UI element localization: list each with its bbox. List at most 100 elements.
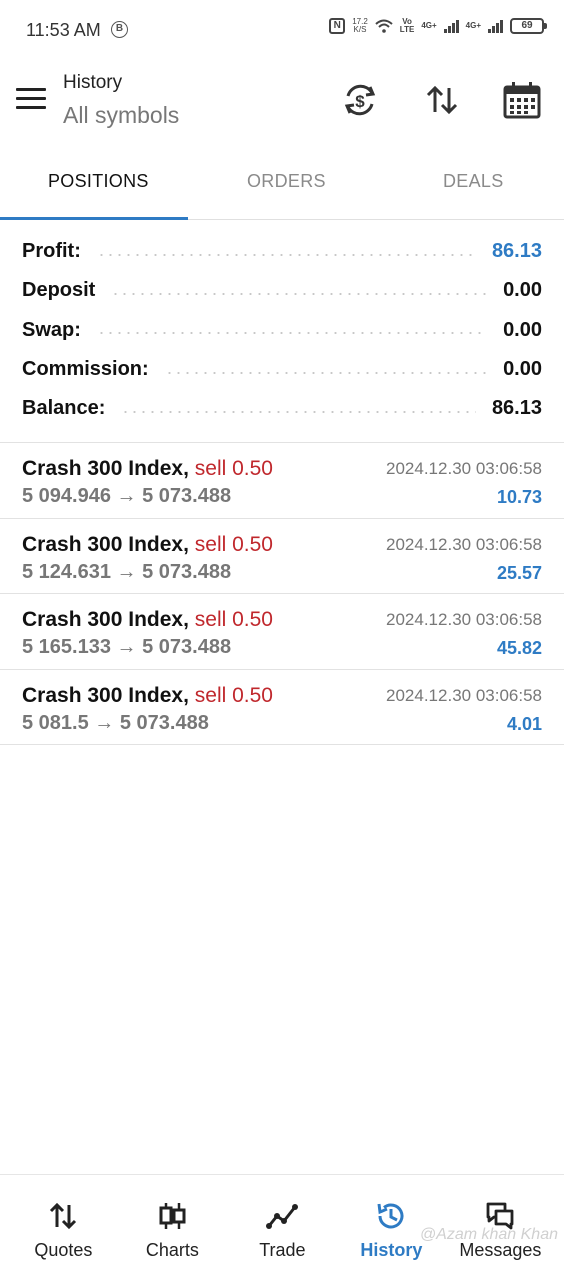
deals-list: Crash 300 Index, sell 0.50 5 094.946 → 5… (0, 442, 564, 745)
deal-type: sell 0.50 (194, 457, 273, 480)
deal-time: 2024.12.30 03:06:58 (386, 459, 542, 478)
network-type-2: 4G+ (465, 21, 481, 30)
network-speed: 17.2 K/S (352, 18, 368, 34)
balance-label: Balance: (22, 397, 106, 420)
list-item[interactable]: Crash 300 Index, sell 0.50 5 081.5 → 5 0… (0, 670, 564, 745)
summary-row-balance: Balance: 86.13 (0, 389, 564, 428)
symbol-filter[interactable]: All symbols (63, 102, 180, 128)
deal-close-price: 5 073.488 (142, 560, 232, 583)
nav-trade[interactable]: Trade (226, 1175, 339, 1272)
commission-value: 0.00 (503, 358, 542, 381)
summary-row-swap: Swap: 0.00 (0, 311, 564, 350)
status-time: 11:53 AM (26, 20, 101, 40)
nav-messages[interactable]: Messages (444, 1175, 557, 1272)
deal-time: 2024.12.30 03:06:58 (386, 610, 542, 629)
status-indicators: N 17.2 K/S Vo LTE 4G+ 4G+ 69 (329, 18, 547, 34)
quotes-icon (50, 1202, 77, 1230)
deal-prices: 5 081.5 → 5 073.488 (22, 712, 209, 735)
swap-value: 0.00 (503, 318, 542, 341)
signal-icon-1 (443, 19, 459, 33)
dot-leader (96, 253, 476, 256)
list-item[interactable]: Crash 300 Index, sell 0.50 5 165.133 → 5… (0, 594, 564, 670)
network-speed-unit: K/S (353, 25, 367, 34)
list-item[interactable]: Crash 300 Index, sell 0.50 5 094.946 → 5… (0, 443, 564, 519)
b-badge-icon: B (111, 21, 128, 38)
nav-label-history: History (360, 1240, 423, 1260)
nav-history[interactable]: History (335, 1175, 448, 1272)
app-bar: History All symbols $ (0, 60, 564, 150)
deal-time: 2024.12.30 03:06:58 (386, 534, 542, 554)
deal-type: sell 0.50 (194, 532, 273, 556)
account-summary: Profit: 86.13 Deposit 0.00 Swap: 0.00 Co… (0, 232, 564, 428)
volte-top: Vo (402, 17, 412, 26)
arrow-icon: → (116, 560, 137, 583)
dot-leader (111, 292, 488, 295)
active-tab-indicator (0, 217, 188, 220)
nav-label-charts: Charts (145, 1240, 199, 1260)
deal-profit: 10.73 (496, 487, 542, 507)
network-speed-value: 17.2 (352, 17, 368, 26)
history-tabs: POSITIONS ORDERS DEALS (0, 155, 564, 220)
deal-symbol: Crash 300 Index, (22, 683, 189, 707)
deal-profit: 25.57 (496, 562, 542, 583)
signal-icon-2 (488, 19, 503, 33)
arrow-icon: → (94, 711, 115, 734)
deal-title: Crash 300 Index, sell 0.50 (22, 533, 273, 557)
deal-type: sell 0.50 (194, 683, 273, 707)
volte-indicator: Vo LTE (400, 18, 415, 34)
sort-icon[interactable] (422, 80, 462, 120)
deal-prices: 5 094.946 → 5 073.488 (22, 485, 231, 508)
profit-label: Profit: (22, 240, 81, 263)
page-title: History (63, 72, 123, 93)
deal-profit: 4.01 (506, 713, 542, 734)
deal-prices: 5 165.133 → 5 073.488 (22, 636, 231, 659)
tab-positions[interactable]: POSITIONS (48, 171, 149, 191)
nav-label-quotes: Quotes (34, 1240, 93, 1260)
nav-quotes[interactable]: Quotes (7, 1175, 120, 1272)
deal-open-price: 5 094.946 (22, 485, 111, 507)
wifi-icon (375, 19, 393, 33)
profit-value: 86.13 (491, 240, 542, 263)
deposit-label: Deposit (22, 279, 96, 302)
list-item[interactable]: Crash 300 Index, sell 0.50 5 124.631 → 5… (0, 519, 564, 594)
deal-title: Crash 300 Index, sell 0.50 (22, 684, 273, 708)
bottom-navigation: Quotes Charts Trade History Messages (0, 1174, 564, 1272)
currency-exchange-icon[interactable]: $ (340, 80, 380, 120)
tab-orders[interactable]: ORDERS (247, 171, 326, 191)
deal-symbol: Crash 300 Index, (22, 608, 189, 631)
battery-icon: 69 (510, 18, 547, 34)
deal-profit: 45.82 (496, 638, 542, 658)
deal-close-price: 5 073.488 (142, 485, 232, 507)
deal-title: Crash 300 Index, sell 0.50 (22, 608, 273, 632)
svg-text:$: $ (355, 92, 365, 111)
deposit-value: 0.00 (503, 279, 542, 302)
balance-value: 86.13 (491, 397, 542, 420)
messages-icon (486, 1202, 514, 1230)
deal-open-price: 5 165.133 (22, 636, 111, 658)
deal-title: Crash 300 Index, sell 0.50 (22, 457, 273, 481)
deal-prices: 5 124.631 → 5 073.488 (22, 561, 231, 584)
tab-deals[interactable]: DEALS (443, 171, 504, 191)
commission-label: Commission: (22, 358, 149, 381)
arrow-icon: → (116, 636, 137, 658)
status-bar: 11:53 AM B N 17.2 K/S Vo LTE 4G+ 4G+ 69 (0, 0, 564, 60)
deal-symbol: Crash 300 Index, (22, 532, 189, 556)
nav-label-messages: Messages (459, 1240, 542, 1260)
dot-leader (96, 332, 488, 335)
calendar-icon[interactable] (502, 80, 542, 120)
nfc-icon: N (329, 18, 346, 34)
deal-open-price: 5 124.631 (22, 560, 111, 583)
menu-icon[interactable] (16, 88, 46, 112)
nav-label-trade: Trade (259, 1240, 306, 1260)
nav-charts[interactable]: Charts (116, 1175, 229, 1272)
deal-close-price: 5 073.488 (142, 636, 232, 658)
deal-symbol: Crash 300 Index, (22, 457, 189, 480)
network-type-1: 4G+ (421, 21, 437, 30)
deal-time: 2024.12.30 03:06:58 (386, 685, 542, 705)
dot-leader (121, 410, 476, 413)
volte-bottom: LTE (399, 25, 415, 34)
deal-open-price: 5 081.5 (22, 711, 89, 734)
deal-close-price: 5 073.488 (119, 711, 209, 734)
arrow-icon: → (116, 485, 137, 507)
swap-label: Swap: (22, 318, 81, 341)
